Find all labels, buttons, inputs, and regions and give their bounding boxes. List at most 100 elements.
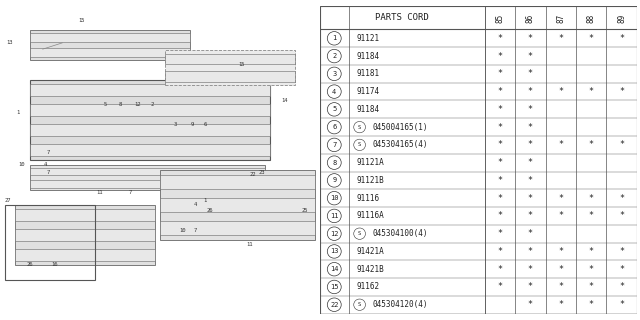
Text: 91174: 91174	[356, 87, 380, 96]
FancyBboxPatch shape	[30, 124, 270, 136]
Text: 11: 11	[97, 189, 103, 195]
Text: *: *	[528, 194, 533, 203]
Text: *: *	[558, 87, 563, 96]
Text: *: *	[619, 212, 624, 220]
Text: *: *	[497, 158, 502, 167]
FancyBboxPatch shape	[30, 144, 270, 156]
FancyBboxPatch shape	[15, 209, 155, 221]
Text: *: *	[589, 212, 594, 220]
FancyBboxPatch shape	[15, 249, 155, 261]
Text: 7: 7	[129, 189, 132, 195]
Text: *: *	[528, 87, 533, 96]
Text: 7: 7	[46, 170, 50, 174]
Text: *: *	[528, 34, 533, 43]
FancyBboxPatch shape	[30, 104, 270, 116]
Text: *: *	[558, 265, 563, 274]
Text: *: *	[528, 212, 533, 220]
Text: 91421B: 91421B	[356, 265, 384, 274]
Text: 5: 5	[332, 106, 337, 112]
Text: 87: 87	[556, 13, 565, 22]
Text: 11: 11	[330, 213, 339, 219]
Text: *: *	[558, 300, 563, 309]
Text: 85: 85	[495, 13, 504, 22]
Text: 14: 14	[330, 266, 339, 272]
Circle shape	[327, 49, 341, 63]
Text: 9: 9	[332, 177, 337, 183]
FancyBboxPatch shape	[30, 33, 190, 42]
FancyBboxPatch shape	[30, 30, 190, 60]
Text: 3: 3	[332, 71, 337, 77]
Text: 11: 11	[247, 243, 253, 247]
Text: 91184: 91184	[356, 52, 380, 60]
Text: *: *	[619, 247, 624, 256]
Text: *: *	[619, 300, 624, 309]
Text: *: *	[528, 247, 533, 256]
Text: 4: 4	[332, 89, 337, 95]
Text: *: *	[497, 69, 502, 78]
FancyBboxPatch shape	[160, 221, 315, 235]
Text: *: *	[589, 265, 594, 274]
Text: 13: 13	[7, 39, 13, 44]
Circle shape	[354, 121, 365, 133]
Text: 5: 5	[104, 102, 107, 108]
FancyBboxPatch shape	[165, 50, 295, 85]
Text: *: *	[558, 212, 563, 220]
Text: *: *	[589, 247, 594, 256]
Text: 26: 26	[27, 262, 33, 268]
Text: *: *	[589, 34, 594, 43]
FancyBboxPatch shape	[160, 170, 315, 240]
Text: 91181: 91181	[356, 69, 380, 78]
FancyBboxPatch shape	[30, 180, 265, 188]
Text: *: *	[497, 229, 502, 238]
Circle shape	[327, 298, 341, 311]
Text: S: S	[358, 142, 361, 148]
Text: 88: 88	[587, 13, 596, 22]
Text: 22: 22	[330, 302, 339, 308]
Text: 91116: 91116	[356, 194, 380, 203]
Text: S: S	[358, 231, 361, 236]
Text: *: *	[528, 105, 533, 114]
Text: *: *	[497, 123, 502, 132]
Text: *: *	[528, 140, 533, 149]
Text: 2: 2	[332, 53, 337, 59]
Circle shape	[327, 227, 341, 240]
Text: 25: 25	[301, 207, 308, 212]
Circle shape	[327, 32, 341, 45]
Circle shape	[327, 174, 341, 187]
Text: *: *	[619, 140, 624, 149]
FancyBboxPatch shape	[30, 84, 270, 96]
FancyBboxPatch shape	[30, 80, 270, 160]
Text: S: S	[358, 124, 361, 130]
Text: 13: 13	[330, 248, 339, 254]
Text: 8: 8	[332, 160, 337, 166]
Text: 7: 7	[193, 228, 196, 233]
Text: *: *	[497, 247, 502, 256]
Text: 23: 23	[259, 170, 265, 174]
FancyBboxPatch shape	[15, 229, 155, 241]
Text: 9: 9	[190, 123, 194, 127]
Text: 91121B: 91121B	[356, 176, 384, 185]
Text: *: *	[528, 52, 533, 60]
Text: 26: 26	[207, 207, 213, 212]
Text: 22: 22	[250, 172, 256, 178]
Text: *: *	[528, 265, 533, 274]
Text: 91162: 91162	[356, 283, 380, 292]
Circle shape	[327, 67, 341, 81]
Text: *: *	[497, 105, 502, 114]
Text: 4: 4	[193, 203, 196, 207]
Text: *: *	[528, 300, 533, 309]
Text: *: *	[497, 87, 502, 96]
Text: 1: 1	[17, 110, 20, 116]
FancyBboxPatch shape	[15, 205, 155, 265]
Text: 10: 10	[330, 195, 339, 201]
Text: 27: 27	[4, 197, 12, 203]
Text: 16: 16	[52, 262, 58, 268]
Text: 12: 12	[135, 102, 141, 108]
FancyBboxPatch shape	[30, 167, 265, 175]
Text: 045304100(4): 045304100(4)	[372, 229, 428, 238]
Text: *: *	[558, 34, 563, 43]
Circle shape	[327, 245, 341, 258]
Text: *: *	[497, 265, 502, 274]
Text: *: *	[497, 212, 502, 220]
Text: 10: 10	[19, 163, 25, 167]
